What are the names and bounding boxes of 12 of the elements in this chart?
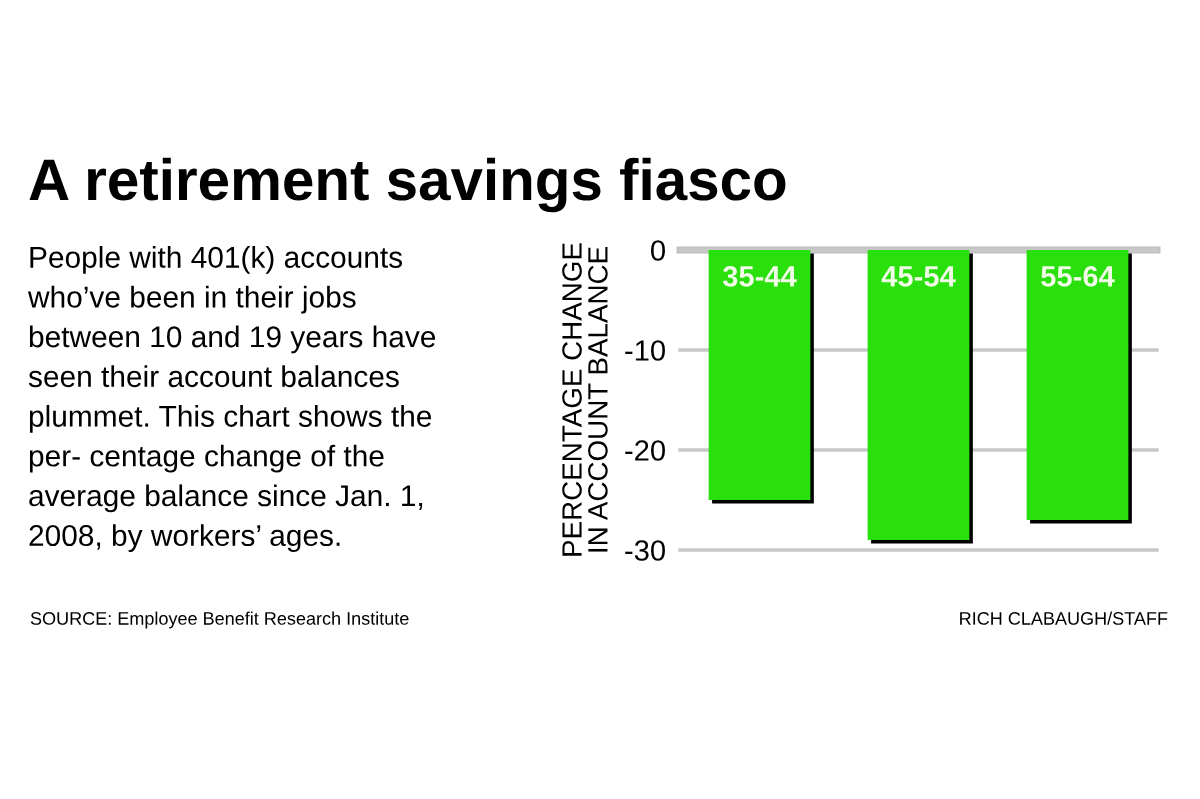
- y-tick-label: 0: [651, 240, 665, 261]
- y-axis-title: PERCENTAGE CHANGE IN ACCOUNT BALANCE: [562, 243, 608, 556]
- y-tick-label: -30: [625, 540, 665, 561]
- source-note: SOURCE: Employee Benefit Research Institute: [30, 611, 409, 629]
- text: People with 401(k) accounts who’ve been in their jobs between 10 and 19 years have seen their account balances plummet. This chart shows the per- centage change of the average balance since Jan. 1, 2008, by workers’ ages.: [27, 246, 436, 552]
- x-tick-label: 45-54: [881, 266, 956, 287]
- text: RICH CLABAUGH/STAFF: [960, 611, 1168, 625]
- chart-title: A retirement savings fiasco: [29, 157, 786, 213]
- y-tick-label: -20: [625, 440, 665, 461]
- y-tick-label: -10: [625, 340, 665, 361]
- x-tick-label: 55-64: [1041, 266, 1115, 287]
- x-tick-label: 35-44: [722, 266, 797, 287]
